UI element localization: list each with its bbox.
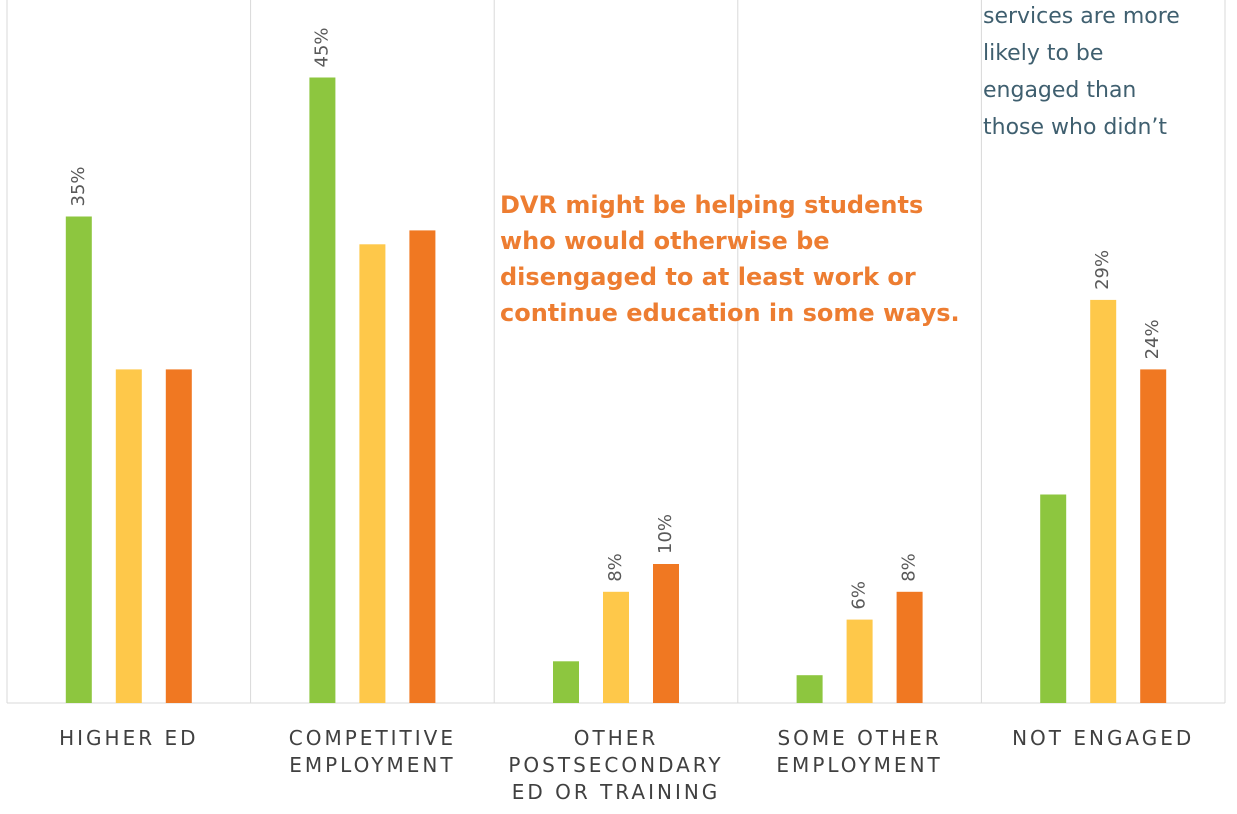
- bar: [309, 77, 336, 703]
- annotation: services are more: [983, 4, 1180, 29]
- bar: [1140, 369, 1167, 703]
- bar: [1040, 494, 1067, 703]
- bar: [603, 591, 629, 703]
- data-label: 24%: [1142, 319, 1163, 359]
- data-label: 6%: [849, 581, 870, 610]
- data-label: 29%: [1092, 250, 1113, 290]
- bar: [1090, 299, 1117, 703]
- data-label: 8%: [899, 553, 920, 582]
- bar: [653, 564, 679, 703]
- annotation: engaged than: [983, 78, 1136, 103]
- annotation: DVR might be helping students: [500, 191, 923, 219]
- data-label: 45%: [311, 27, 332, 67]
- annotation: disengaged to at least work or: [500, 263, 916, 291]
- x-tick-label: COMPETITIVE EMPLOYMENT: [288, 726, 456, 777]
- bar: [65, 216, 92, 703]
- bar: [409, 230, 436, 703]
- bar: [359, 244, 386, 704]
- data-label: 10%: [655, 514, 676, 554]
- bar: [896, 591, 923, 703]
- x-tick-label: SOME OTHER EMPLOYMENT: [776, 726, 943, 777]
- data-label: 35%: [68, 166, 89, 206]
- x-tick-label: NOT ENGAGED: [1012, 726, 1195, 750]
- data-label: 8%: [605, 553, 626, 582]
- bar: [165, 369, 192, 703]
- annotation: those who didn’t: [983, 115, 1167, 140]
- bar: [846, 619, 873, 703]
- annotation: who would otherwise be: [500, 227, 830, 255]
- x-tick-label: OTHER POSTSECONDARY ED OR TRAINING: [508, 726, 724, 804]
- x-tick-label: HIGHER ED: [59, 726, 199, 750]
- annotation: likely to be: [983, 41, 1103, 66]
- bar: [553, 661, 579, 703]
- annotation: continue education in some ways.: [500, 299, 960, 327]
- bar: [796, 675, 823, 703]
- bar: [115, 369, 142, 703]
